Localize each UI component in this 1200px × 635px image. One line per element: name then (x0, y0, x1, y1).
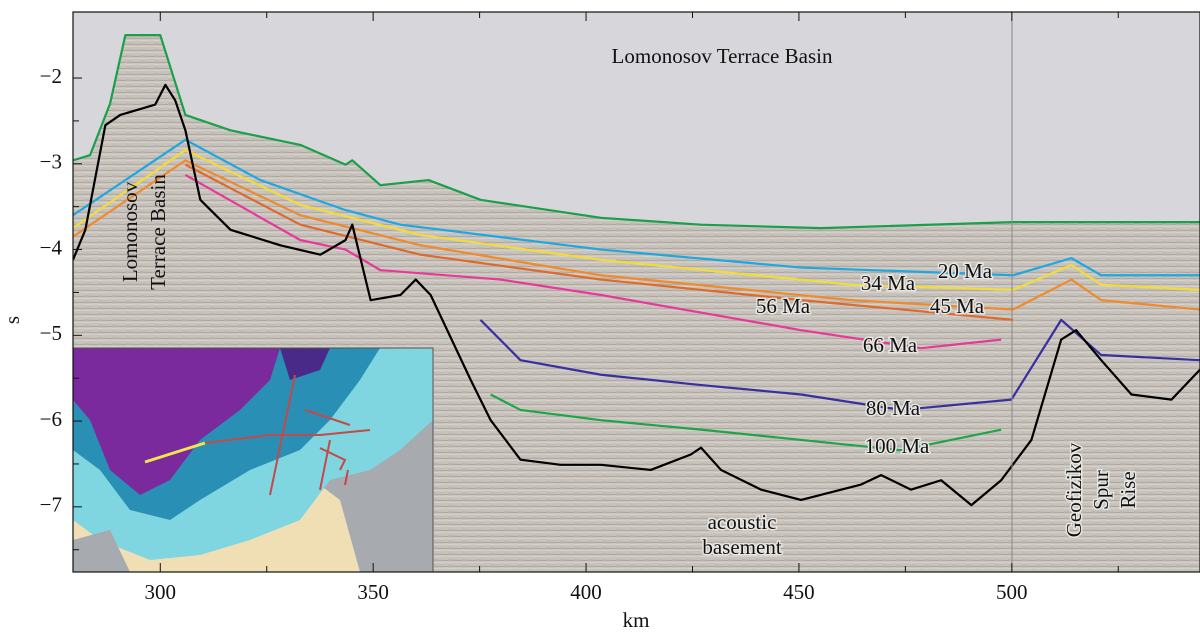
water-area (73, 12, 1200, 229)
x-axis-label: km (623, 608, 650, 632)
y-tick-label: −4 (40, 235, 63, 259)
y-tick-label: −6 (40, 407, 62, 431)
ridge-label: Lomonosov (118, 181, 142, 282)
horizon-label: 80 Ma (866, 396, 921, 420)
y-tick-label: −7 (40, 493, 62, 517)
region-label: Lomonosov Terrace Basin (612, 44, 833, 68)
basement-label: acoustic (708, 510, 777, 534)
y-tick-label: −2 (40, 64, 62, 88)
x-tick-label: 450 (783, 580, 815, 604)
inset-tracks (204, 374, 371, 496)
x-tick-label: 350 (357, 580, 389, 604)
basement-label: basement (702, 535, 781, 559)
inset-profile (144, 441, 206, 464)
horizon-label: 56 Ma (756, 294, 811, 318)
inset-island (73, 530, 130, 572)
x-tick-label: 300 (145, 580, 177, 604)
rise-label: Geofizikov (1062, 442, 1086, 537)
inset-ridge (280, 348, 330, 380)
rise-label: Rise (1116, 471, 1140, 508)
horizon-label: 66 Ma (863, 333, 918, 357)
horizon-label: 20 Ma (938, 259, 993, 283)
horizon-line (73, 138, 1200, 277)
x-tick-label: 500 (996, 580, 1028, 604)
horizon-line (184, 173, 1002, 350)
inset-basin (73, 348, 280, 495)
y-tick-label: −3 (40, 150, 62, 174)
horizon-line (73, 148, 1200, 291)
horizon-label: 45 Ma (930, 294, 985, 318)
horizon-line (73, 34, 1200, 230)
horizon-line (73, 83, 1200, 507)
horizon-label: 100 Ma (865, 434, 930, 458)
ridge-label: Terrace Basin (146, 174, 170, 290)
y-tick-label: −5 (40, 321, 62, 345)
horizon-line (73, 159, 1200, 311)
inset-map (72, 347, 434, 573)
horizon-line (184, 163, 1014, 321)
horizon-line (490, 393, 1002, 452)
y-axis-label: s (0, 316, 24, 324)
rise-label: Spur (1089, 470, 1113, 510)
horizon-label: 34 Ma (861, 271, 916, 295)
x-tick-label: 400 (570, 580, 602, 604)
